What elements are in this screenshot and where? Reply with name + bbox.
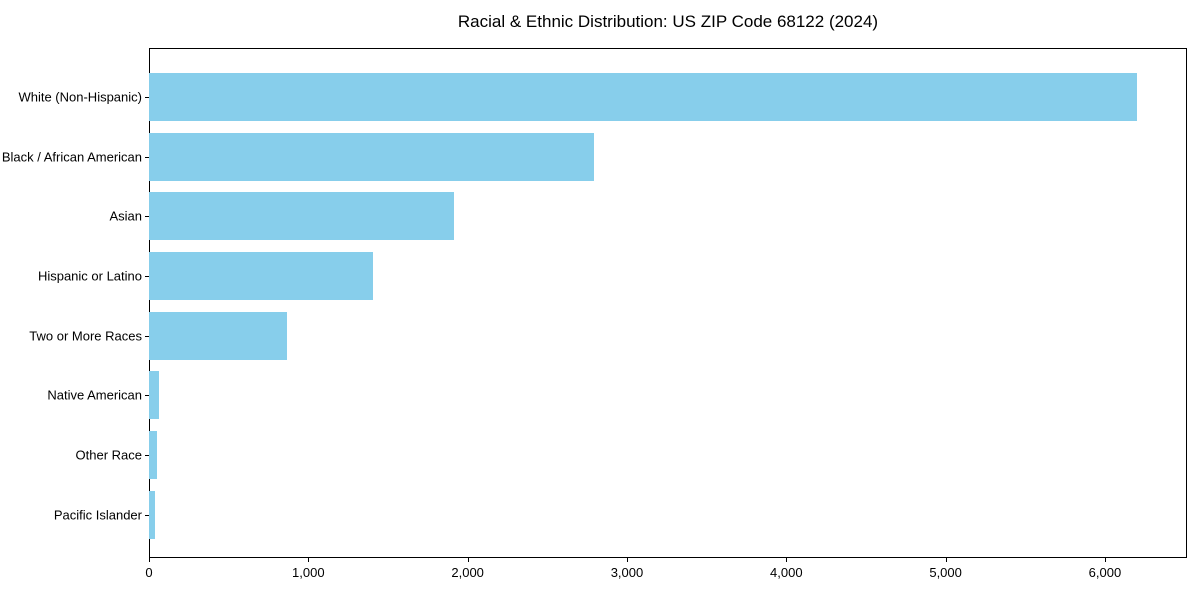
- y-tick-label: Two or More Races: [29, 328, 142, 344]
- bar-two-or-more-races: [149, 311, 287, 360]
- y-tick-label: Native American: [47, 387, 142, 403]
- bar-native-american: [149, 371, 159, 420]
- x-tick-mark: [945, 558, 947, 562]
- y-tick-label: Black / African American: [1, 149, 142, 165]
- x-tick-label: 2,000: [451, 565, 484, 580]
- x-tick-mark: [626, 558, 628, 562]
- y-tick-label: Other Race: [75, 447, 142, 463]
- y-tick-label: Hispanic or Latino: [37, 268, 142, 284]
- bar-other-race: [149, 430, 157, 479]
- bar-asian: [149, 192, 455, 241]
- bar-hispanic-or-latino: [149, 251, 373, 300]
- x-tick-label: 6,000: [1088, 565, 1122, 580]
- y-tick-label: Pacific Islander: [53, 507, 142, 523]
- y-tick-mark: [145, 275, 149, 277]
- bar-pacific-islander: [149, 490, 156, 539]
- y-tick-mark: [145, 156, 149, 158]
- y-tick-mark: [145, 514, 149, 516]
- y-tick-mark: [145, 454, 149, 456]
- y-tick-mark: [145, 395, 149, 397]
- x-tick-label: 4,000: [770, 565, 803, 580]
- bar-white-non-hispanic: [149, 73, 1137, 121]
- bar-black-african-american: [149, 132, 594, 181]
- x-tick-label: 0: [145, 565, 153, 580]
- y-tick-mark: [145, 216, 149, 218]
- x-tick-label: 3,000: [610, 565, 644, 580]
- y-tick-mark: [145, 97, 149, 98]
- y-tick-mark: [145, 335, 149, 337]
- x-tick-label: 5,000: [929, 565, 962, 580]
- chart-title: Racial & Ethnic Distribution: US ZIP Cod…: [457, 12, 879, 31]
- x-tick-mark: [149, 558, 150, 562]
- x-tick-mark: [786, 558, 788, 562]
- x-tick-mark: [308, 558, 310, 562]
- x-tick-mark: [1104, 558, 1106, 562]
- plot-area: [149, 48, 1187, 558]
- y-tick-label: Asian: [109, 208, 142, 224]
- x-tick-label: 1,000: [292, 565, 325, 580]
- y-tick-label: White (Non-Hispanic): [18, 89, 142, 105]
- x-tick-mark: [467, 558, 469, 562]
